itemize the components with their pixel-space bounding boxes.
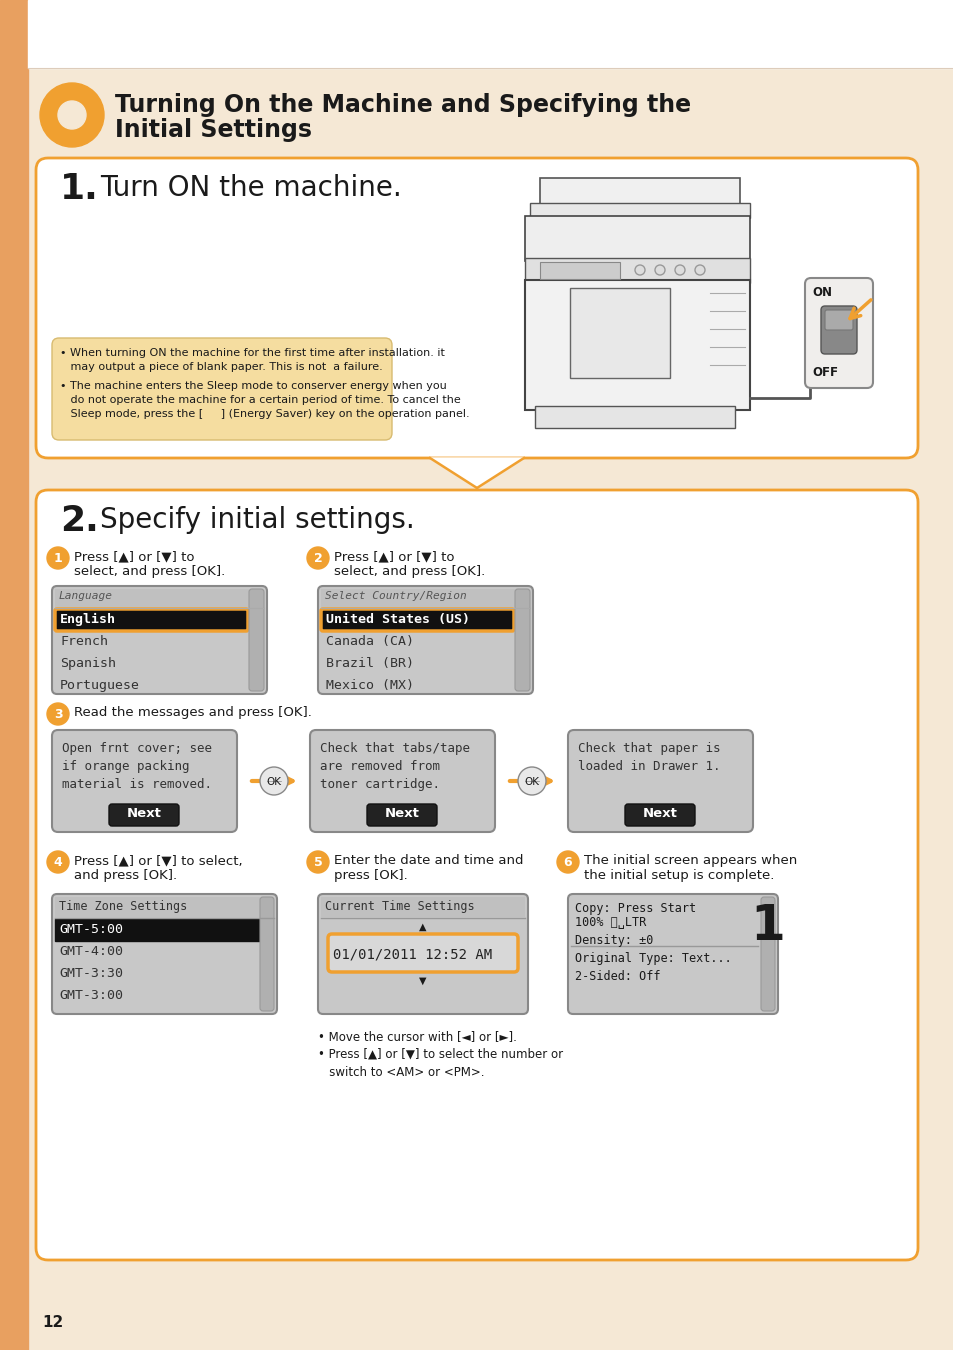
FancyBboxPatch shape [249, 589, 264, 691]
FancyBboxPatch shape [624, 805, 695, 826]
Circle shape [260, 767, 288, 795]
FancyBboxPatch shape [539, 178, 740, 208]
Text: do not operate the machine for a certain period of time. To cancel the: do not operate the machine for a certain… [60, 396, 460, 405]
Text: Turning On the Machine and Specifying the: Turning On the Machine and Specifying th… [115, 93, 690, 117]
Text: GMT-4:00: GMT-4:00 [59, 945, 123, 958]
Text: Open frnt cover; see: Open frnt cover; see [62, 743, 212, 755]
FancyBboxPatch shape [109, 805, 179, 826]
Text: 3: 3 [53, 709, 62, 721]
FancyBboxPatch shape [524, 279, 749, 410]
Circle shape [307, 850, 329, 873]
Circle shape [307, 547, 329, 568]
FancyBboxPatch shape [524, 216, 749, 261]
Text: may output a piece of blank paper. This is not  a failure.: may output a piece of blank paper. This … [60, 362, 382, 373]
Text: the initial setup is complete.: the initial setup is complete. [583, 869, 774, 882]
FancyBboxPatch shape [515, 589, 530, 691]
Text: Enter the date and time and: Enter the date and time and [334, 855, 523, 867]
FancyBboxPatch shape [760, 896, 774, 1011]
Text: OK: OK [266, 778, 281, 787]
Text: Next: Next [127, 807, 161, 819]
FancyBboxPatch shape [36, 158, 917, 458]
FancyBboxPatch shape [320, 589, 530, 608]
Text: Select Country/Region: Select Country/Region [325, 591, 466, 601]
Circle shape [47, 547, 69, 568]
Text: switch to <AM> or <PM>.: switch to <AM> or <PM>. [317, 1066, 484, 1079]
FancyBboxPatch shape [821, 306, 856, 354]
Circle shape [655, 265, 664, 275]
Text: 4: 4 [53, 856, 62, 869]
Circle shape [557, 850, 578, 873]
Text: 2: 2 [314, 552, 322, 566]
Text: Time Zone Settings: Time Zone Settings [59, 900, 187, 913]
Text: The initial screen appears when: The initial screen appears when [583, 855, 797, 867]
FancyBboxPatch shape [55, 609, 248, 630]
Text: Press [▲] or [▼] to select,: Press [▲] or [▼] to select, [74, 855, 242, 867]
Text: ▼: ▼ [418, 976, 426, 986]
Text: 5: 5 [314, 856, 322, 869]
FancyBboxPatch shape [52, 586, 267, 694]
FancyBboxPatch shape [320, 896, 524, 917]
Text: Canada (CA): Canada (CA) [326, 634, 414, 648]
Text: 1: 1 [749, 902, 784, 950]
Text: select, and press [OK].: select, and press [OK]. [334, 566, 485, 578]
Text: Spanish: Spanish [60, 657, 116, 670]
FancyBboxPatch shape [328, 934, 517, 972]
Text: Specify initial settings.: Specify initial settings. [100, 506, 415, 535]
Text: GMT-3:00: GMT-3:00 [59, 990, 123, 1002]
FancyBboxPatch shape [55, 896, 274, 917]
Text: toner cartridge.: toner cartridge. [319, 778, 439, 791]
FancyBboxPatch shape [567, 730, 752, 832]
Text: Initial Settings: Initial Settings [115, 117, 312, 142]
Text: Density: ±0: Density: ±0 [575, 934, 653, 946]
FancyBboxPatch shape [0, 0, 28, 1350]
Text: ON: ON [811, 286, 831, 298]
Text: are removed from: are removed from [319, 760, 439, 774]
Text: GMT-3:30: GMT-3:30 [59, 967, 123, 980]
Circle shape [517, 767, 545, 795]
Text: if orange packing: if orange packing [62, 760, 190, 774]
FancyBboxPatch shape [535, 406, 734, 428]
Circle shape [58, 101, 86, 130]
Text: Brazil (BR): Brazil (BR) [326, 657, 414, 670]
FancyBboxPatch shape [524, 258, 749, 284]
FancyBboxPatch shape [320, 609, 514, 630]
Circle shape [635, 265, 644, 275]
FancyBboxPatch shape [569, 288, 669, 378]
Text: Portuguese: Portuguese [60, 679, 140, 693]
FancyBboxPatch shape [55, 919, 260, 941]
Text: and press [OK].: and press [OK]. [74, 869, 177, 882]
FancyBboxPatch shape [52, 338, 392, 440]
Text: select, and press [OK].: select, and press [OK]. [74, 566, 225, 578]
Text: Current Time Settings: Current Time Settings [325, 900, 475, 913]
FancyBboxPatch shape [567, 894, 778, 1014]
Text: 1.: 1. [60, 171, 99, 207]
FancyBboxPatch shape [317, 586, 533, 694]
Text: Press [▲] or [▼] to: Press [▲] or [▼] to [74, 549, 194, 563]
Text: Mexico (MX): Mexico (MX) [326, 679, 414, 693]
Text: OFF: OFF [811, 366, 837, 379]
Text: OK: OK [524, 778, 539, 787]
Text: • Press [▲] or [▼] to select the number or: • Press [▲] or [▼] to select the number … [317, 1048, 562, 1061]
Text: Original Type: Text...: Original Type: Text... [575, 952, 731, 965]
Text: Next: Next [384, 807, 419, 819]
FancyBboxPatch shape [310, 730, 495, 832]
FancyBboxPatch shape [52, 894, 276, 1014]
Text: 01/01/2011 12:52 AM: 01/01/2011 12:52 AM [333, 946, 492, 961]
FancyBboxPatch shape [539, 262, 619, 279]
Text: Copy: Press Start: Copy: Press Start [575, 902, 696, 915]
Text: 12: 12 [42, 1315, 63, 1330]
Circle shape [47, 850, 69, 873]
Text: 100% ①␣LTR: 100% ①␣LTR [575, 917, 645, 929]
Text: Language: Language [59, 591, 112, 601]
Text: 1: 1 [53, 552, 62, 566]
Circle shape [40, 82, 104, 147]
Text: Read the messages and press [OK].: Read the messages and press [OK]. [74, 706, 312, 720]
Text: Next: Next [642, 807, 677, 819]
Text: French: French [60, 634, 108, 648]
FancyBboxPatch shape [530, 202, 749, 217]
Text: Check that paper is: Check that paper is [578, 743, 720, 755]
FancyBboxPatch shape [804, 278, 872, 387]
Text: 2.: 2. [60, 504, 99, 539]
FancyBboxPatch shape [824, 310, 852, 329]
